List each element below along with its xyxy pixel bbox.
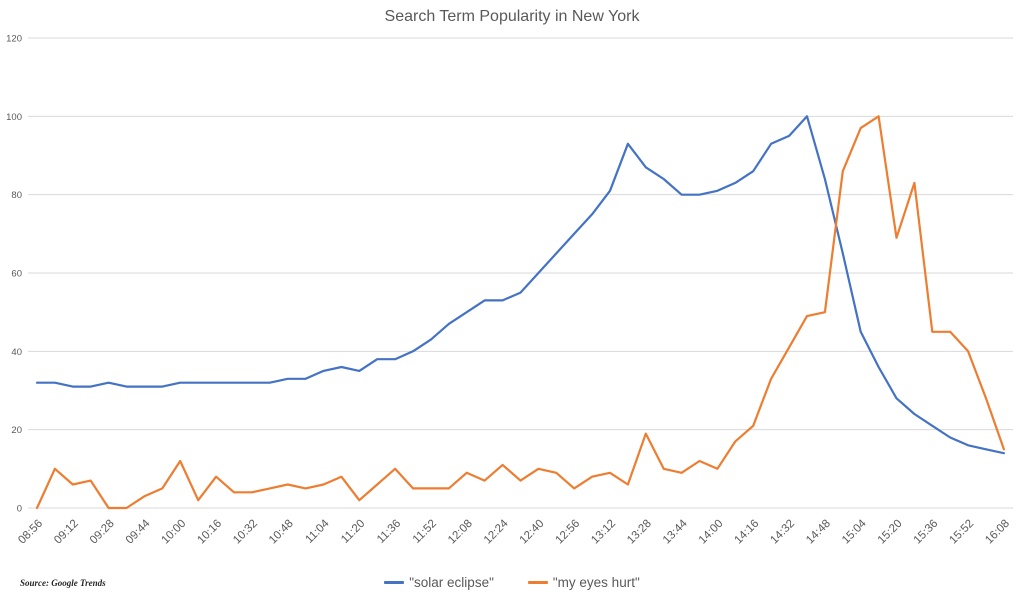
x-axis-tick-label: 11:04 bbox=[303, 517, 332, 546]
legend-item-my-eyes-hurt: "my eyes hurt" bbox=[527, 575, 640, 590]
x-axis-tick-label: 09:28 bbox=[88, 518, 117, 547]
y-axis-tick-label: 20 bbox=[11, 425, 22, 436]
legend-item-solar-eclipse: "solar eclipse" bbox=[384, 575, 494, 590]
x-axis-tick-label: 15:20 bbox=[876, 518, 905, 547]
source-note: Source: Google Trends bbox=[20, 578, 106, 588]
x-axis-tick-label: 10:32 bbox=[231, 518, 260, 547]
series-line-solar-eclipse bbox=[35, 115, 1006, 455]
x-axis-tick-label: 10:16 bbox=[195, 518, 224, 547]
x-axis-tick-label: 11:20 bbox=[339, 518, 367, 546]
x-axis-tick-label: 08:56 bbox=[16, 518, 45, 547]
x-axis-tick-label: 10:00 bbox=[160, 518, 189, 547]
x-axis-tick-label: 12:08 bbox=[446, 518, 475, 547]
y-axis-tick-label: 80 bbox=[11, 190, 22, 201]
x-axis-tick-label: 13:44 bbox=[661, 517, 690, 546]
y-axis-tick-label: 100 bbox=[6, 112, 22, 123]
x-axis-tick-label: 11:52 bbox=[411, 518, 439, 546]
x-axis-tick-label: 14:00 bbox=[697, 518, 726, 547]
x-axis-tick-label: 15:52 bbox=[947, 518, 976, 547]
y-axis-tick-label: 0 bbox=[17, 504, 22, 515]
legend-line-swatch-orange bbox=[527, 581, 548, 584]
x-axis-tick-label: 13:28 bbox=[625, 518, 654, 547]
x-axis-tick-label: 09:44 bbox=[124, 517, 153, 546]
chart-title: Search Term Popularity in New York bbox=[384, 8, 640, 25]
legend-line-swatch-blue bbox=[384, 581, 405, 584]
series-line-my-eyes-hurt bbox=[35, 115, 1006, 510]
x-axis-tick-label: 12:56 bbox=[553, 518, 582, 547]
x-axis-tick-label: 15:36 bbox=[912, 518, 941, 547]
y-axis-tick-label: 120 bbox=[6, 34, 22, 45]
x-axis-tick-label: 14:48 bbox=[804, 518, 833, 547]
chart-legend: "solar eclipse" "my eyes hurt" bbox=[0, 575, 1024, 590]
y-axis-tick-label: 60 bbox=[11, 269, 22, 280]
x-axis-tick-label: 15:04 bbox=[840, 517, 869, 546]
x-axis-tick-label: 09:12 bbox=[52, 518, 81, 547]
x-axis-tick-label: 12:24 bbox=[482, 517, 511, 546]
x-axis-tick-label: 11:36 bbox=[375, 518, 403, 546]
y-axis-tick-label: 40 bbox=[11, 347, 22, 358]
x-axis-tick-label: 10:48 bbox=[267, 518, 296, 547]
legend-label: "my eyes hurt" bbox=[552, 575, 640, 590]
x-axis-tick-label: 14:32 bbox=[768, 518, 797, 547]
x-axis-tick-label: 12:40 bbox=[518, 518, 547, 547]
x-axis-tick-label: 13:12 bbox=[589, 518, 618, 547]
x-axis-tick-label: 16:08 bbox=[983, 518, 1012, 547]
legend-label: "solar eclipse" bbox=[409, 575, 494, 590]
x-axis-tick-label: 14:16 bbox=[733, 518, 762, 547]
